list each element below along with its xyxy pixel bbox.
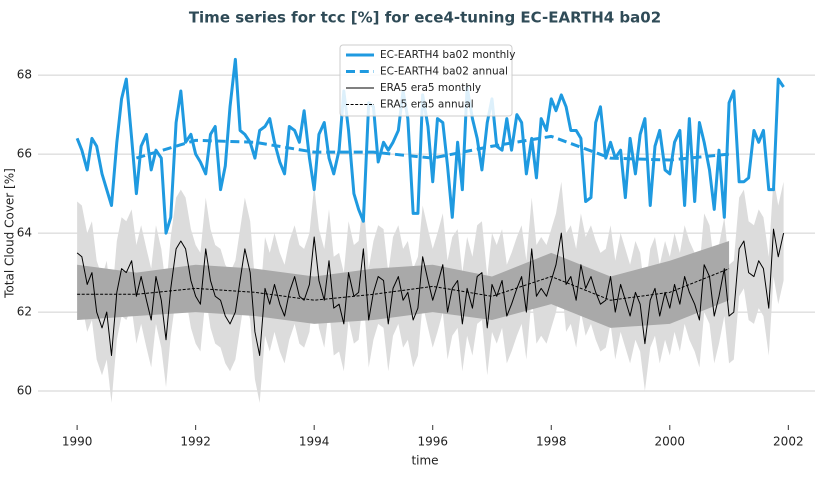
y-axis-label: Total Cloud Cover [%] — [3, 168, 17, 299]
legend-label: EC-EARTH4 ba02 monthly — [380, 49, 515, 61]
band — [77, 241, 730, 328]
y-tick-label: 60 — [17, 384, 32, 398]
series-line — [77, 268, 730, 301]
y-tick-label: 62 — [17, 305, 32, 319]
series-line — [135, 134, 730, 162]
x-tick-label: 1990 — [62, 435, 93, 449]
x-tick-label: 1994 — [299, 435, 330, 449]
legend-box — [339, 44, 513, 117]
y-tick-label: 64 — [17, 226, 32, 240]
series-line — [75, 57, 785, 235]
legend-label: ERA5 era5 annual — [380, 99, 474, 111]
x-tick-label: 2002 — [773, 435, 804, 449]
legend-label: EC-EARTH4 ba02 annual — [380, 66, 508, 78]
x-tick-label: 2000 — [655, 435, 686, 449]
x-tick-label: 1998 — [536, 435, 567, 449]
y-tick-label: 66 — [17, 147, 32, 161]
chart-title: Time series for tcc [%] for ece4-tuning … — [189, 9, 661, 27]
plot-area — [38, 57, 815, 403]
legend: EC-EARTH4 ba02 monthly EC-EARTH4 ba02 ann… — [339, 44, 515, 117]
x-tick-label: 1996 — [417, 435, 448, 449]
legend-label: ERA5 era5 monthly — [380, 82, 481, 94]
x-tick-label: 1992 — [180, 435, 211, 449]
x-axis-label: time — [411, 454, 438, 468]
y-tick-label: 68 — [17, 68, 32, 82]
series-line — [76, 228, 785, 357]
